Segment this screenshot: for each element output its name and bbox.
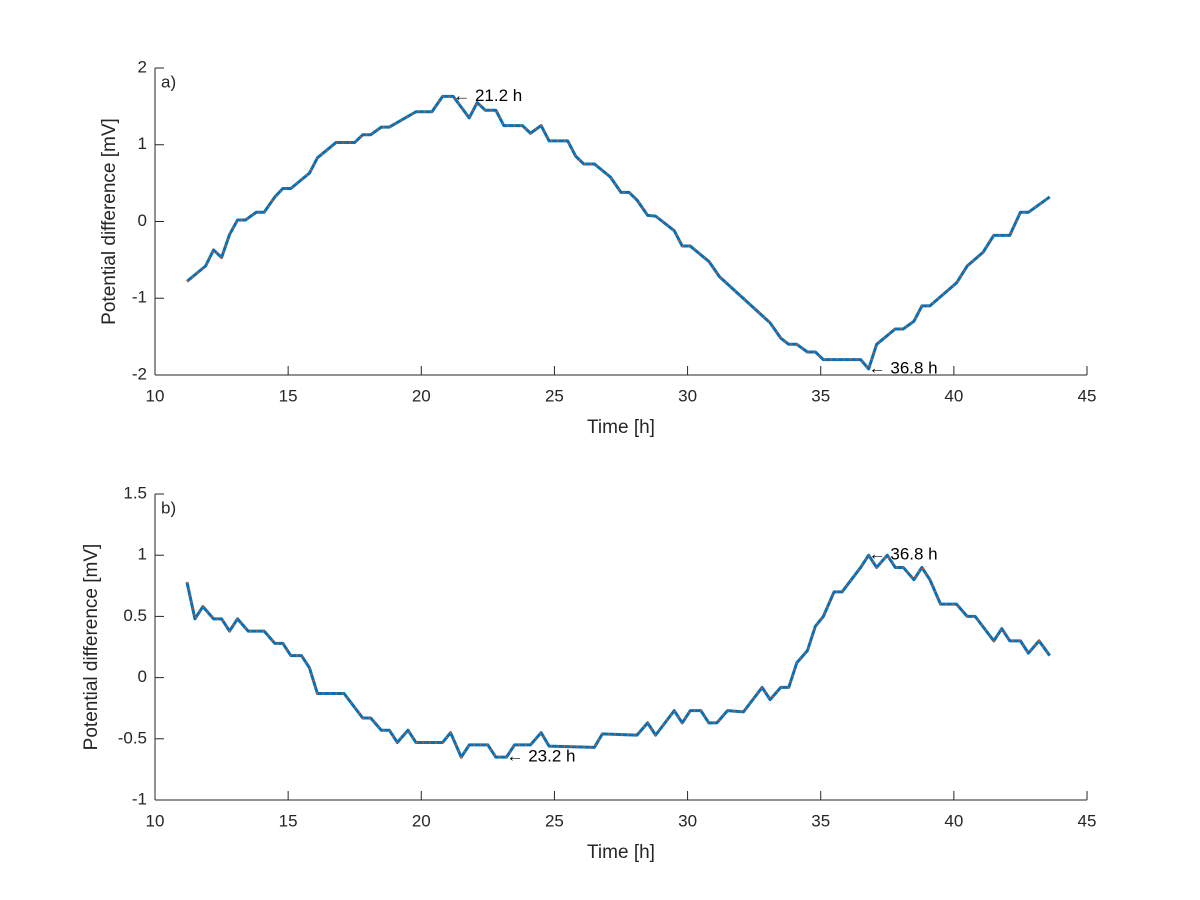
panel-label: a) xyxy=(161,72,176,91)
x-tick-label: 15 xyxy=(279,386,298,405)
x-tick-label: 40 xyxy=(944,386,963,405)
y-tick-label: 2 xyxy=(138,57,147,76)
annotation: ← 23.2 h xyxy=(506,747,575,766)
y-tick-label: 0 xyxy=(138,667,147,686)
x-tick-label: 35 xyxy=(811,386,830,405)
y-tick-label: 0 xyxy=(138,211,147,230)
x-tick-label: 40 xyxy=(944,811,963,830)
x-tick-label: 35 xyxy=(811,811,830,830)
y-tick-label: -1 xyxy=(132,789,147,808)
y-tick-label: -1 xyxy=(132,288,147,307)
y-axis-label: Potential difference [mV] xyxy=(81,544,102,751)
x-tick-label: 10 xyxy=(146,386,165,405)
x-tick-label: 20 xyxy=(412,386,431,405)
panel-label: b) xyxy=(161,498,176,517)
annotation: ← 36.8 h xyxy=(869,358,938,377)
series-line xyxy=(185,553,1051,759)
y-tick-label: -0.5 xyxy=(118,728,147,747)
series-line xyxy=(186,94,1051,371)
x-tick-label: 10 xyxy=(146,811,165,830)
x-tick-label: 45 xyxy=(1078,386,1097,405)
annotation: ← 36.8 h xyxy=(869,545,938,564)
y-tick-label: -2 xyxy=(132,364,147,383)
x-axis-label: Time [h] xyxy=(587,842,655,863)
y-tick-label: 1 xyxy=(138,134,147,153)
x-axis-label: Time [h] xyxy=(587,417,655,438)
y-tick-label: 0.5 xyxy=(123,606,147,625)
y-tick-label: 1.5 xyxy=(123,483,147,502)
y-axis-label: Potential difference [mV] xyxy=(99,118,120,325)
x-tick-label: 30 xyxy=(678,811,697,830)
x-tick-label: 30 xyxy=(678,386,697,405)
x-tick-label: 25 xyxy=(545,811,564,830)
series-overlay xyxy=(186,95,1051,371)
x-tick-label: 25 xyxy=(545,386,564,405)
x-tick-label: 45 xyxy=(1078,811,1097,830)
annotation: ← 21.2 h xyxy=(453,86,522,105)
series-overlay xyxy=(185,553,1051,760)
x-tick-label: 20 xyxy=(412,811,431,830)
y-tick-label: 1 xyxy=(138,545,147,564)
x-tick-label: 15 xyxy=(279,811,298,830)
